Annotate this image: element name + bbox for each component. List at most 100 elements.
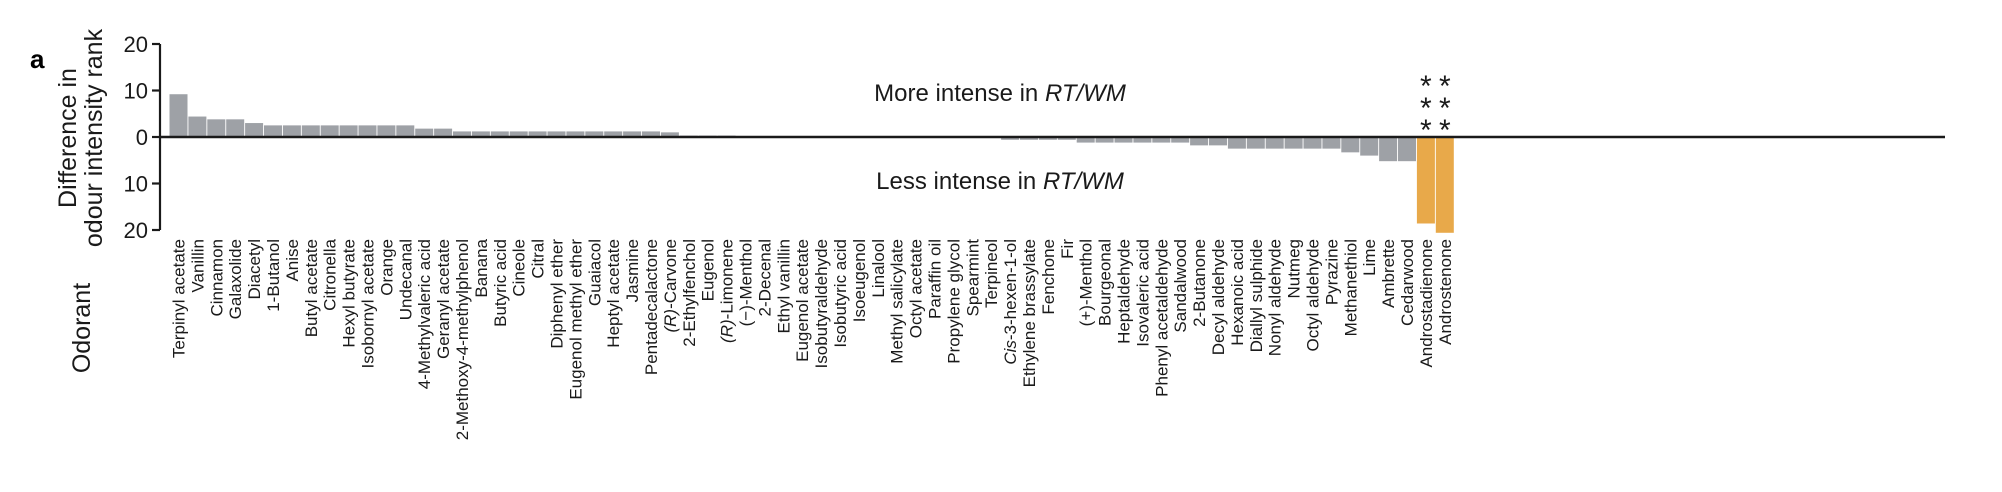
bar-hexyl-butyrate: [339, 125, 358, 138]
bar-anise: [282, 125, 301, 138]
category-label: Cedarwood: [1398, 239, 1417, 326]
bar-banana: [471, 131, 490, 137]
category-label: Cinnamon: [207, 239, 226, 317]
category-label: Androstenone: [1436, 239, 1455, 345]
category-label: Citronella: [321, 238, 340, 310]
bar-geranyl-acetate: [434, 128, 453, 137]
bar-nonyl-aldehyde: [1265, 137, 1284, 149]
bar-diacetyl: [245, 123, 264, 137]
bar-vanillin: [188, 116, 207, 137]
category-label: Butyl acetate: [302, 239, 321, 337]
category-label: Fenchone: [1039, 239, 1058, 315]
bar-sandalwood: [1171, 137, 1190, 143]
bar-butyric-acid: [490, 131, 509, 137]
category-label: Cineole: [510, 239, 529, 297]
category-label: (−)-Menthol: [737, 239, 756, 326]
significance-star: *: [1420, 114, 1432, 147]
category-label: Isobornyl acetate: [359, 239, 378, 368]
category-label: Isoeugenol: [850, 239, 869, 322]
bar-hexanoic-acid: [1227, 137, 1246, 149]
significance-star: *: [1439, 114, 1451, 147]
category-label: Undecanal: [396, 239, 415, 320]
bar-pentadecalactone: [642, 131, 660, 137]
bar-androstadienone: [1416, 137, 1435, 224]
significance-star: *: [1439, 92, 1451, 125]
bar-bourgeonal: [1095, 137, 1114, 143]
panel-label: a: [30, 44, 45, 74]
bar-orange: [377, 125, 396, 138]
category-label: Terpineol: [982, 239, 1001, 308]
category-label: (R)-Carvone: [661, 239, 680, 333]
bar-fir: [1057, 137, 1076, 140]
bar-ethylene-brassylate: [1020, 137, 1038, 140]
bar-r-carvone: [660, 132, 679, 137]
category-label: Terpinyl acetate: [170, 239, 189, 358]
category-label: Ambrette: [1379, 239, 1398, 308]
category-label: Eugenol methyl ether: [566, 239, 585, 400]
category-label: 2-Decenal: [755, 239, 774, 317]
bar-diallyl-sulphide: [1246, 137, 1265, 149]
category-label: 2-Ethylfenchol: [680, 239, 699, 347]
bar-octyl-aldehyde: [1303, 137, 1322, 149]
bar-jasmine: [623, 131, 642, 137]
category-label: Octyl acetate: [907, 239, 926, 338]
bar-heptyl-acetate: [604, 131, 623, 137]
category-label: Guaiacol: [585, 239, 604, 306]
category-label: Hexyl butyrate: [340, 239, 359, 348]
bar-isovaleric-acid: [1133, 137, 1152, 143]
category-label: Isobutyric acid: [831, 239, 850, 348]
category-label: Isobutyraldehyde: [812, 239, 831, 368]
category-label: Methyl salicylate: [888, 239, 907, 364]
category-label: Nonyl aldehyde: [1266, 239, 1285, 356]
bar-nutmeg: [1284, 137, 1303, 149]
category-label: 2-Butanone: [1190, 239, 1209, 327]
significance-star: *: [1420, 92, 1432, 125]
category-labels: Terpinyl acetate Vanillin Cinnamon Galaxoli…: [170, 238, 1455, 440]
bar-undecanal: [396, 125, 415, 138]
category-label: Galaxolide: [226, 239, 245, 319]
significance-star: *: [1420, 70, 1432, 103]
bar-cinnamon: [207, 119, 226, 137]
category-label: Fir: [1058, 239, 1077, 259]
category-label: Butyric acid: [491, 239, 510, 327]
bar-1-butanol: [264, 125, 282, 138]
category-label: Anise: [283, 239, 302, 282]
bar-pyrazine: [1322, 137, 1341, 149]
category-label: Citral: [529, 239, 548, 279]
category-label: 4-Methylvaleric acid: [415, 239, 434, 389]
y-axis-title-line-2: odour intensity rank: [80, 28, 108, 247]
y-tick-label: 10: [124, 172, 148, 197]
category-label: Orange: [377, 239, 396, 296]
category-label: Androstadienone: [1417, 239, 1436, 368]
y-tick-label: 10: [124, 79, 148, 104]
bar-2-butanone: [1190, 137, 1209, 146]
category-label: Eugenol acetate: [793, 239, 812, 362]
bar-phenyl-acetaldehyde: [1152, 137, 1171, 143]
bar-terpinyl-acetate: [169, 94, 188, 137]
bar-butyl-acetate: [301, 125, 320, 138]
significance-stars: ******: [1420, 70, 1451, 147]
category-label: (R)-Limonene: [718, 239, 737, 343]
bar-androstenone: [1435, 137, 1454, 233]
y-axis-title-line-1: Difference in: [54, 68, 82, 208]
category-label: Bourgeonal: [1096, 239, 1115, 326]
y-tick-label: 20: [124, 218, 148, 243]
y-tick-label: 0: [136, 125, 148, 150]
category-label: Paraffin oil: [926, 239, 945, 319]
bar-methanethiol: [1341, 137, 1360, 153]
category-label: Spearmint: [963, 239, 982, 317]
y-axis-ticks: 20 10 0 10 20: [124, 32, 160, 243]
bar-2-methoxy-4-methylphenol: [453, 131, 471, 137]
category-label: Vanillin: [188, 239, 207, 293]
bar-ambrette: [1379, 137, 1398, 162]
category-label: Pyrazine: [1322, 239, 1341, 305]
annotation-less-intense: Less intense in RT/WM: [876, 168, 1124, 195]
category-label: Heptyl acetate: [604, 239, 623, 348]
category-label: 1-Butanol: [264, 239, 283, 312]
category-label: Nutmeg: [1285, 239, 1304, 299]
bar-menthol: [1076, 137, 1095, 143]
category-label: Hexanoic acid: [1228, 239, 1247, 346]
category-label: Jasmine: [623, 239, 642, 302]
bar-galaxolide: [226, 119, 245, 137]
category-label: Diallyl sulphide: [1247, 239, 1266, 352]
